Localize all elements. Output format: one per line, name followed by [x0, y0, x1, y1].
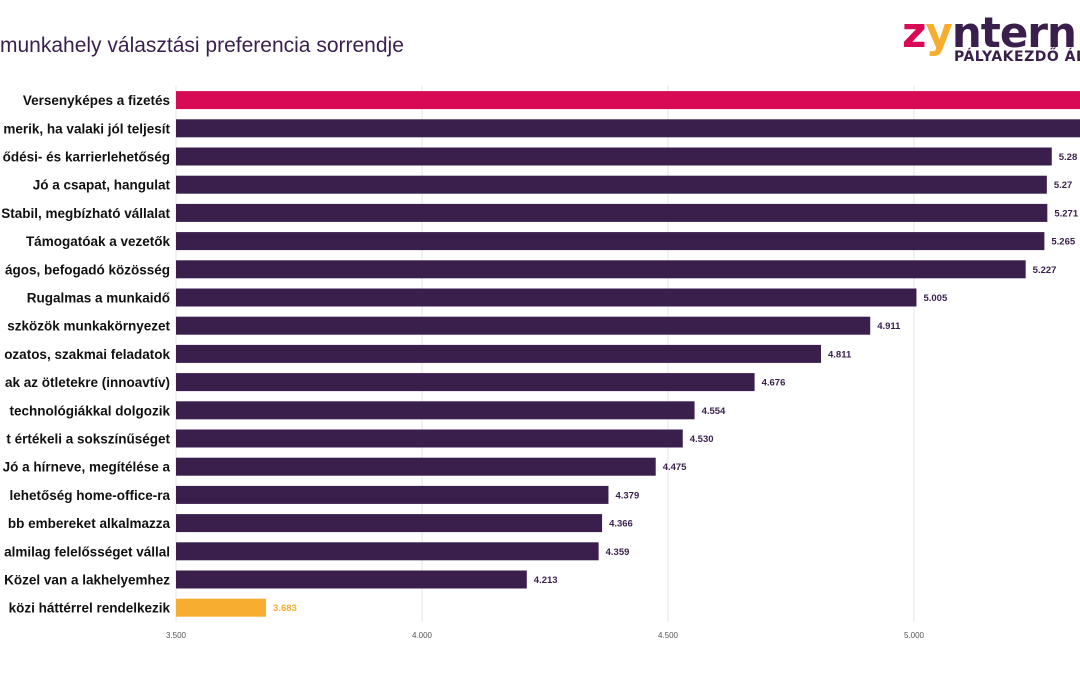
bar — [176, 570, 527, 589]
bar — [176, 288, 917, 307]
bar — [176, 147, 1052, 166]
zyntern-logo: zyntern PÁLYAKEZDŐ ÁLL — [902, 8, 1080, 74]
bar — [176, 429, 683, 448]
bar — [176, 232, 1045, 251]
bar — [176, 457, 656, 476]
value-label: 5.005 — [923, 293, 947, 304]
value-label: 4.359 — [606, 547, 630, 558]
x-axis-ticks: 3.500 4.000 4.500 5.000 — [166, 631, 925, 640]
bar — [176, 485, 609, 504]
category-label: almilag felelősséget vállal — [4, 544, 170, 559]
bar — [176, 401, 695, 420]
category-label: ozatos, szakmai feladatok — [4, 347, 170, 362]
bar — [176, 91, 1080, 110]
category-label: lehetőség home-office-ra — [9, 488, 170, 503]
value-label: 5.271 — [1054, 208, 1078, 219]
category-label: bb embereket alkalmazza — [8, 516, 171, 531]
category-label: Jó a hírneve, megítélése a — [3, 460, 171, 475]
value-label: 5.227 — [1033, 265, 1057, 276]
value-label: 4.554 — [702, 406, 726, 417]
category-label: t értékeli a sokszínűséget — [6, 432, 170, 447]
value-label: 4.379 — [615, 490, 639, 501]
category-label: közi háttérrel rendelkezik — [9, 601, 171, 616]
bar — [176, 373, 755, 392]
value-labels: 5.28 5.27 5.271 5.265 5.227 5.005 4.911 4.811 4.… — [273, 152, 1079, 614]
bar — [176, 260, 1026, 279]
chart-title: munkahely választási preferencia sorrend… — [0, 34, 404, 57]
value-label: 4.475 — [663, 462, 687, 473]
category-labels: Versenyképes a fizetés merik, ha valaki j… — [1, 93, 170, 616]
category-label: ődési- és karrierlehetőség — [3, 150, 170, 165]
category-label: Közel van a lakhelyemhez — [4, 573, 170, 588]
bar — [176, 119, 1080, 138]
category-label: Rugalmas a munkaidő — [27, 291, 170, 306]
value-label: 5.27 — [1054, 180, 1073, 191]
category-label: Támogatóak a vezetők — [26, 234, 171, 249]
x-tick-label: 4.500 — [658, 631, 679, 640]
category-label: szközök munkakörnyezet — [7, 319, 170, 334]
category-label: Jó a csapat, hangulat — [33, 178, 171, 193]
bar — [176, 175, 1047, 194]
value-label: 4.530 — [690, 434, 714, 445]
bar — [176, 542, 599, 561]
value-label: 4.811 — [828, 349, 852, 360]
value-label: 5.28 — [1059, 152, 1078, 163]
value-label: 3.683 — [273, 603, 297, 614]
bar — [176, 316, 871, 335]
category-label: merik, ha valaki jól teljesít — [3, 121, 170, 136]
x-tick-label: 3.500 — [166, 631, 187, 640]
value-label: 4.911 — [877, 321, 901, 332]
category-label: ak az ötletekre (innoavtív) — [5, 375, 170, 390]
bar — [176, 203, 1048, 222]
logo-wordmark: zyntern — [902, 8, 1077, 57]
value-label: 4.676 — [762, 378, 786, 389]
bar — [176, 514, 603, 533]
value-label: 4.213 — [534, 575, 558, 586]
category-label: Stabil, megbízható vállalat — [1, 206, 170, 221]
bar — [176, 344, 822, 363]
x-tick-label: 5.000 — [904, 631, 925, 640]
logo-tagline: PÁLYAKEZDŐ ÁLL — [954, 49, 1080, 65]
value-label: 5.265 — [1051, 237, 1075, 248]
value-label: 4.366 — [609, 519, 633, 530]
category-label: ágos, befogadó közösség — [5, 262, 170, 277]
category-label: technológiákkal dolgozik — [9, 403, 170, 418]
bars — [176, 91, 1080, 617]
bar — [176, 598, 267, 617]
x-tick-label: 4.000 — [412, 631, 433, 640]
category-label: Versenyképes a fizetés — [23, 93, 170, 108]
